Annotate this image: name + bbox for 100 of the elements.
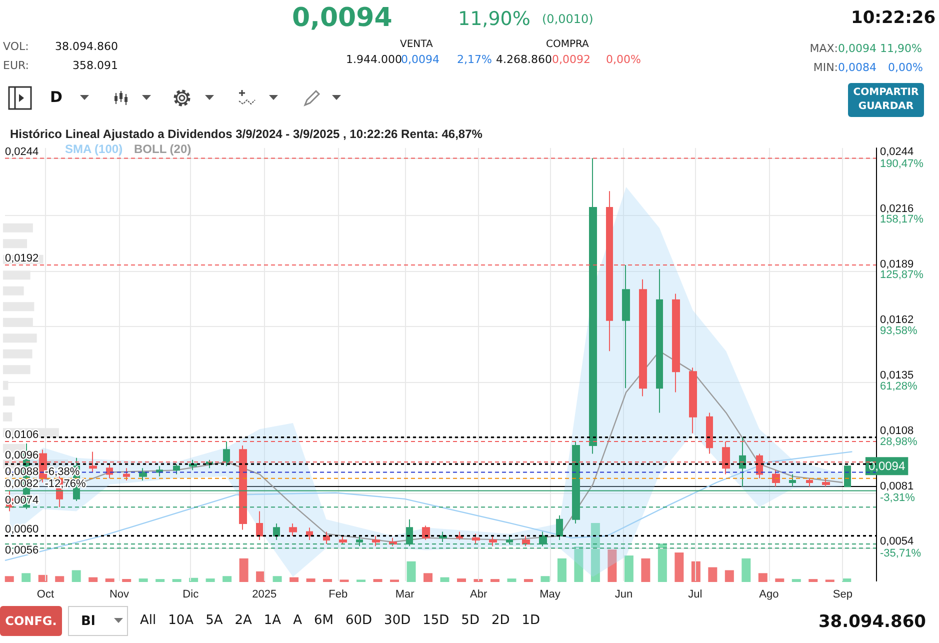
text: 2D <box>491 613 510 628</box>
bar <box>272 576 282 582</box>
text: 0,00% <box>888 61 923 74</box>
bar <box>674 552 684 582</box>
text: VENTA <box>400 39 433 50</box>
bar <box>624 555 634 582</box>
x-tick-label: May <box>540 588 561 600</box>
text: 6M <box>314 613 334 628</box>
bar <box>641 558 650 582</box>
text: 10:22:26 <box>851 8 936 28</box>
bar <box>323 579 332 582</box>
x-tick-label: Nov <box>109 588 130 600</box>
text: 38.094.860 <box>55 40 118 53</box>
text: SMA (100) <box>65 142 123 156</box>
text: 15D <box>422 613 450 628</box>
bar <box>440 577 450 582</box>
bar <box>156 579 165 582</box>
x-tick-label: Abr <box>470 588 488 600</box>
bar <box>474 579 483 582</box>
bar <box>590 523 600 582</box>
text: 0,0084 <box>838 61 876 74</box>
bar <box>456 578 466 582</box>
x-tick-label: Dic <box>182 588 200 600</box>
bar <box>658 544 667 582</box>
text: 4.268.860 <box>496 53 552 66</box>
text: 1.944.000 <box>346 53 402 66</box>
text: MIN: <box>813 61 838 74</box>
y-tick-label: 0,0135 <box>880 369 914 382</box>
annotation: 0,0094 <box>868 459 906 474</box>
bar <box>239 558 248 582</box>
text: 5A <box>206 613 223 628</box>
bar <box>222 576 232 582</box>
ref-line-label: 0,0056 <box>5 544 39 557</box>
text: 60D <box>345 613 372 628</box>
y2-tick-label: 158,17% <box>880 213 924 226</box>
x-tick-label: Jul <box>688 588 702 600</box>
bar <box>138 578 148 582</box>
bar <box>306 578 316 582</box>
y-tick-label: 0,0081 <box>880 480 914 492</box>
text: VOL: <box>3 40 29 53</box>
text: BOLL (20) <box>134 142 192 156</box>
bar <box>4 576 14 582</box>
text: 1A <box>264 613 282 628</box>
y2-tick-label: -35,71% <box>880 548 922 560</box>
y-tick-label: 0,0162 <box>880 314 914 326</box>
text: 0,0094 <box>292 3 392 33</box>
y-tick-label: 0,0054 <box>880 536 914 548</box>
text: 10A <box>168 613 194 628</box>
x-tick-label: Oct <box>36 588 54 600</box>
text: 0,00% <box>606 53 641 66</box>
text: 0,0092 <box>552 53 590 66</box>
bar <box>373 579 382 582</box>
y2-tick-label: 28,98% <box>880 436 918 448</box>
y2-tick-label: 125,87% <box>880 269 924 282</box>
text: 5D <box>461 613 480 628</box>
text: COMPRA <box>546 39 589 50</box>
ref-line-label: 0,0244 <box>5 146 39 158</box>
x-tick-label: Sep <box>832 588 852 600</box>
ref-line-label: 0,0060 <box>5 523 39 536</box>
y2-tick-label: -3,31% <box>880 492 916 504</box>
text: 0,0094 <box>401 53 440 66</box>
bar <box>540 576 550 582</box>
x-tick-label: Jun <box>614 588 633 600</box>
text: 358.091 <box>72 59 118 72</box>
bar <box>792 579 801 582</box>
bar <box>507 578 516 582</box>
bar <box>608 550 617 582</box>
y-tick-label: 0,0244 <box>880 146 914 158</box>
text: 2,17% <box>457 53 492 66</box>
ref-line-label: 0,0192 <box>5 252 39 264</box>
bar <box>72 570 81 582</box>
bar <box>842 578 852 582</box>
bar <box>424 573 432 582</box>
y2-tick-label: 61,28% <box>880 380 918 392</box>
text: COMPARTIR <box>852 86 920 100</box>
bar <box>742 558 751 582</box>
text: CONFG. <box>0 606 62 636</box>
bar <box>55 576 64 582</box>
x-tick-label: Mar <box>395 588 415 600</box>
bar <box>172 579 182 582</box>
text: 1D <box>522 613 540 628</box>
bar <box>724 570 734 582</box>
bar <box>22 573 31 582</box>
text: EUR: <box>3 59 30 72</box>
bar <box>88 577 98 582</box>
bar <box>708 567 718 582</box>
text: Bl <box>68 606 128 636</box>
bar <box>490 579 500 582</box>
bar <box>758 573 768 582</box>
bar <box>206 578 215 582</box>
text: GUARDAR <box>857 100 915 114</box>
y-tick-label: 0,0108 <box>880 424 914 437</box>
bar <box>524 579 533 582</box>
y2-tick-label: 93,58% <box>880 324 918 337</box>
x-tick-label: Feb <box>328 588 348 600</box>
bar <box>105 578 114 582</box>
text: 11,90% <box>880 42 922 55</box>
bar <box>775 578 784 582</box>
ref-line-label: 0,0106 <box>5 428 39 441</box>
text: 0,0094 <box>838 42 876 55</box>
